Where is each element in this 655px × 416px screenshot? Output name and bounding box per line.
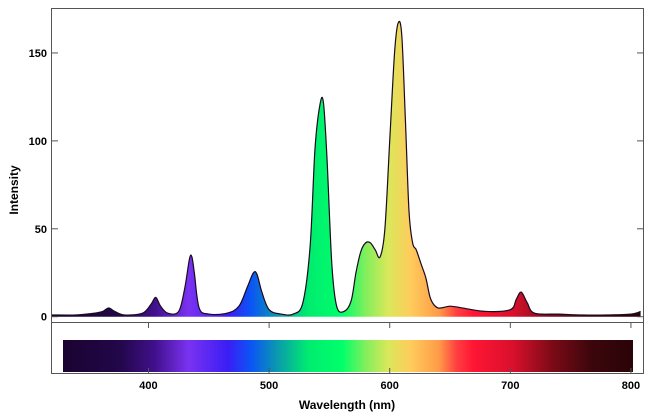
x-tick-label: 700 [501,380,519,392]
spectrum-line [51,20,641,316]
x-axis: 400 500 600 700 800 [139,323,640,392]
x-axis-title: Wavelength (nm) [299,398,395,412]
x-tick-label: 800 [622,380,640,392]
plot-frame [51,8,644,323]
y-tick-label: 0 [41,312,47,324]
x-tick-label: 500 [260,380,278,392]
x-tick-label: 400 [139,380,157,392]
y-axis-title: Intensity [7,165,21,215]
x-tick-label: 600 [381,380,399,392]
y-axis: 0 50 100 150 [29,48,643,324]
y-tick-label: 50 [35,224,47,236]
wavelength-colorbar [63,340,633,372]
y-tick-label: 150 [29,48,47,60]
spectrum-area [52,21,641,317]
y-tick-label: 100 [29,136,47,148]
